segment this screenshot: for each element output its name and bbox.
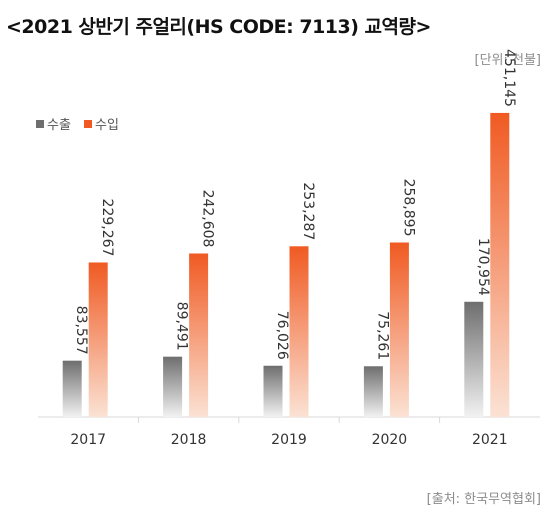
source-label: [출처: 한국무역협회] <box>426 492 541 507</box>
x-tick-label-2020: 2020 <box>372 432 408 448</box>
data-label-export-2018: 89,491 <box>174 302 190 351</box>
bar-import-2019 <box>289 246 309 417</box>
unit-label: [단위: 천불] <box>474 53 542 68</box>
data-label-import-2019: 253,287 <box>300 182 316 240</box>
legend-swatch-export <box>36 120 44 128</box>
x-tick-label-2021: 2021 <box>472 432 508 448</box>
bar-export-2019 <box>263 365 283 417</box>
data-label-export-2021: 170,954 <box>475 238 491 296</box>
data-label-import-2017: 229,267 <box>99 199 115 257</box>
legend-label-export: 수출 <box>47 118 71 133</box>
data-label-export-2019: 76,026 <box>274 311 290 360</box>
data-label-import-2021: 451,145 <box>501 49 517 107</box>
x-tick-label-2018: 2018 <box>171 432 207 448</box>
bar-export-2020 <box>363 366 383 417</box>
x-tick-label-2017: 2017 <box>70 432 106 448</box>
bar-import-2017 <box>88 262 108 417</box>
bar-import-2021 <box>490 112 510 417</box>
data-label-export-2017: 83,557 <box>73 306 89 355</box>
data-label-import-2018: 242,608 <box>200 190 216 248</box>
legend-label-import: 수입 <box>95 118 119 133</box>
chart-title: <2021 상반기 주얼리(HS CODE: 7113) 교역량> <box>6 16 431 38</box>
bar-export-2017 <box>62 360 82 417</box>
legend-swatch-import <box>84 120 92 128</box>
data-label-export-2020: 75,261 <box>374 311 390 360</box>
data-label-import-2020: 258,895 <box>400 179 416 237</box>
bar-import-2018 <box>189 253 209 417</box>
bar-export-2018 <box>163 356 183 417</box>
bar-import-2020 <box>389 242 409 417</box>
bar-export-2021 <box>464 301 484 417</box>
x-tick-label-2019: 2019 <box>271 432 307 448</box>
